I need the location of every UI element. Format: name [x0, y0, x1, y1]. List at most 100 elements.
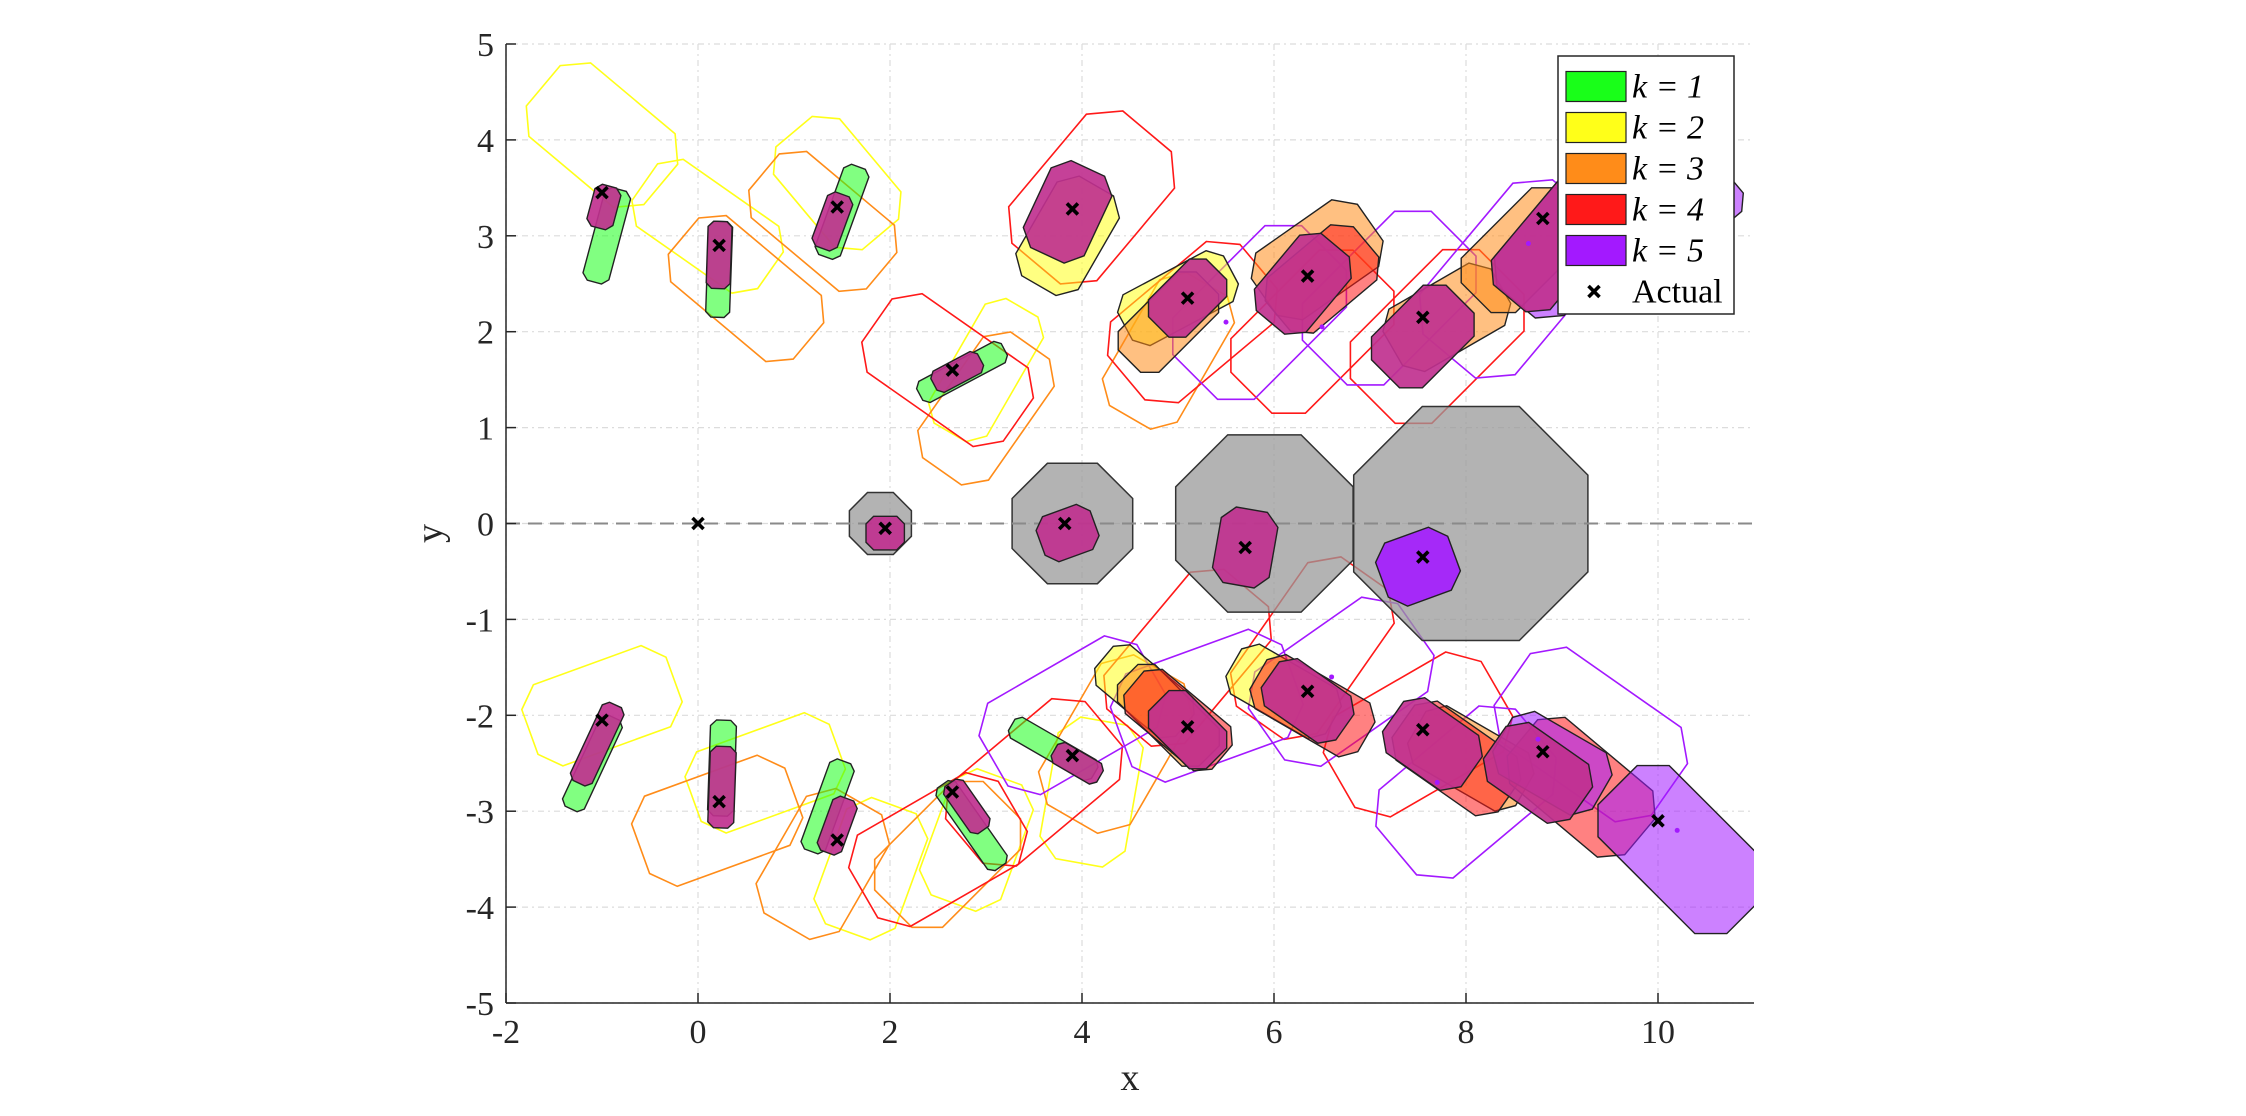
actual-marker-stroke	[878, 521, 892, 536]
actual-marker-stroke	[1057, 516, 1072, 531]
actual-marker-stroke	[1416, 310, 1430, 325]
overlap-region	[1147, 689, 1228, 770]
estimate-dot	[1535, 736, 1541, 742]
outline-region-k2	[927, 297, 1045, 443]
estimate-dot	[1674, 827, 1680, 833]
outline-region-k2	[1039, 716, 1145, 868]
y-axis-label: y	[409, 524, 451, 543]
outline-region-k2	[520, 644, 684, 767]
outline-region-k3	[916, 331, 1056, 486]
actual-marker-stroke	[830, 833, 844, 847]
actual-marker	[1416, 310, 1430, 325]
actual-marker	[1300, 684, 1315, 699]
actual-marker-stroke	[830, 200, 844, 214]
x-tick-label: 2	[882, 1014, 899, 1051]
overlap-region	[1260, 657, 1355, 744]
actual-marker-stroke	[1180, 720, 1195, 734]
actual-marker	[1238, 540, 1252, 555]
actual-marker	[830, 200, 844, 214]
legend-swatch-k2	[1565, 111, 1627, 144]
actual-marker-stroke	[1416, 550, 1430, 564]
actual-marker	[830, 833, 844, 847]
outline-region-k4	[1007, 110, 1176, 285]
actual-marker-stroke	[945, 363, 960, 377]
overlap-region	[1370, 284, 1475, 389]
outline-region-k2	[813, 796, 929, 941]
outline-region-k4	[1106, 240, 1279, 404]
x-tick-label: -2	[492, 1014, 520, 1051]
actual-marker-stroke	[1536, 744, 1550, 759]
overlap-region	[1050, 741, 1105, 785]
legend-swatch-k5	[1565, 234, 1627, 267]
y-tick-label: -5	[466, 986, 494, 1023]
overlap-region	[1381, 696, 1484, 792]
actual-marker-stroke	[595, 713, 609, 727]
actual-marker	[945, 785, 960, 799]
actual-marker	[1300, 269, 1315, 283]
actual-marker-stroke	[1300, 684, 1315, 699]
actual-marker	[595, 185, 609, 200]
actual-marker	[1180, 291, 1195, 305]
overlap-region	[586, 183, 622, 231]
outline-region-k4	[860, 292, 1035, 448]
actual-marker	[1065, 202, 1080, 216]
outline-region-k2	[684, 711, 847, 834]
y-tick-label: -2	[466, 698, 494, 735]
y-tick-label: -4	[466, 890, 494, 927]
y-tick-label: 4	[477, 123, 494, 160]
actual-marker-stroke	[712, 238, 726, 253]
actual-marker	[1416, 550, 1430, 564]
legend-label: k = 1	[1632, 69, 1704, 106]
actual-marker	[595, 713, 609, 727]
legend-swatch-actual	[1587, 284, 1601, 299]
actual-marker-stroke	[1651, 814, 1665, 828]
actual-marker-stroke	[691, 516, 705, 531]
actual-marker-stroke	[1065, 202, 1080, 216]
x-tick-label: 4	[1074, 1014, 1091, 1051]
outline-region-k4	[847, 771, 1029, 928]
outline-region-k2	[918, 767, 1035, 913]
actual-marker	[945, 363, 960, 377]
outline-region-k3	[630, 754, 804, 888]
actual-marker-stroke	[1065, 748, 1080, 763]
y-tick-label: 0	[477, 507, 494, 544]
y-tick-label: -3	[466, 794, 494, 831]
actual-marker	[1416, 722, 1430, 737]
outline-region-k3	[667, 214, 825, 363]
outline-region-k3	[873, 780, 1022, 929]
overlap-region	[1482, 721, 1594, 825]
estimate-region-k5	[1597, 764, 1754, 935]
estimate-dot	[1525, 240, 1531, 246]
overlap-region	[705, 220, 733, 290]
actual-marker-stroke	[1416, 722, 1430, 737]
x-tick-label: 10	[1641, 1014, 1675, 1051]
estimate-dot	[1434, 779, 1440, 785]
actual-marker	[712, 238, 726, 253]
actual-marker-stroke	[712, 794, 726, 809]
overlap-region	[1253, 232, 1352, 335]
actual-marker	[691, 516, 705, 531]
y-tick-label: -1	[466, 602, 494, 639]
legend-label: k = 4	[1632, 192, 1704, 229]
actual-marker-stroke	[1587, 284, 1601, 299]
plot-area	[506, 62, 1754, 941]
overlap-region	[1374, 526, 1462, 607]
overlap-region	[930, 350, 985, 394]
x-tick-label: 0	[690, 1014, 707, 1051]
legend: k = 1 k = 2 k = 3 k = 4 k = 5 Actual	[1557, 55, 1735, 315]
actual-marker-stroke	[1536, 211, 1550, 226]
x-tick-label: 6	[1266, 1014, 1283, 1051]
outline-region-k2	[772, 115, 902, 251]
actual-marker	[878, 521, 892, 536]
actual-marker	[1536, 211, 1550, 226]
actual-marker-stroke	[1238, 540, 1252, 555]
actual-marker	[1057, 516, 1072, 531]
outline-region-k2	[525, 62, 679, 209]
actual-marker	[1536, 744, 1550, 759]
overlap-region	[816, 795, 858, 856]
legend-swatch-k4	[1565, 193, 1627, 226]
actual-marker-stroke	[1180, 291, 1195, 305]
y-tick-label: 5	[477, 27, 494, 64]
